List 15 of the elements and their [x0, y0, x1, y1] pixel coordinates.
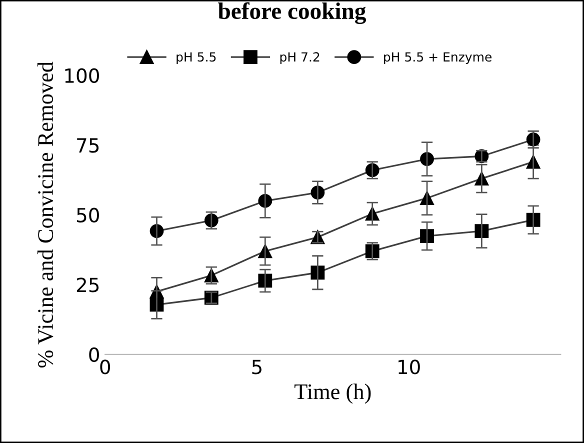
- y-tick-label: 75: [77, 138, 99, 153]
- x-tick-label: 0: [100, 360, 110, 374]
- legend-label: pH 7.2: [280, 52, 320, 64]
- y-tick-label: 100: [65, 68, 99, 83]
- y-tick-label: 50: [77, 208, 99, 223]
- chart-title: before cooking: [218, 2, 366, 24]
- x-axis-title: Time (h): [294, 384, 371, 404]
- legend-label: pH 5.5: [176, 52, 216, 64]
- y-axis-title: % Vicine and Convicine Removed: [37, 62, 54, 368]
- point: [420, 229, 434, 244]
- legend-label: pH 5.5 + Enzyme: [384, 52, 492, 64]
- y-tick-label: 0: [89, 347, 99, 362]
- x-tick-label: 10: [398, 360, 420, 374]
- y-tick-label: 25: [76, 278, 99, 292]
- x-tick-label: 5: [252, 360, 262, 374]
